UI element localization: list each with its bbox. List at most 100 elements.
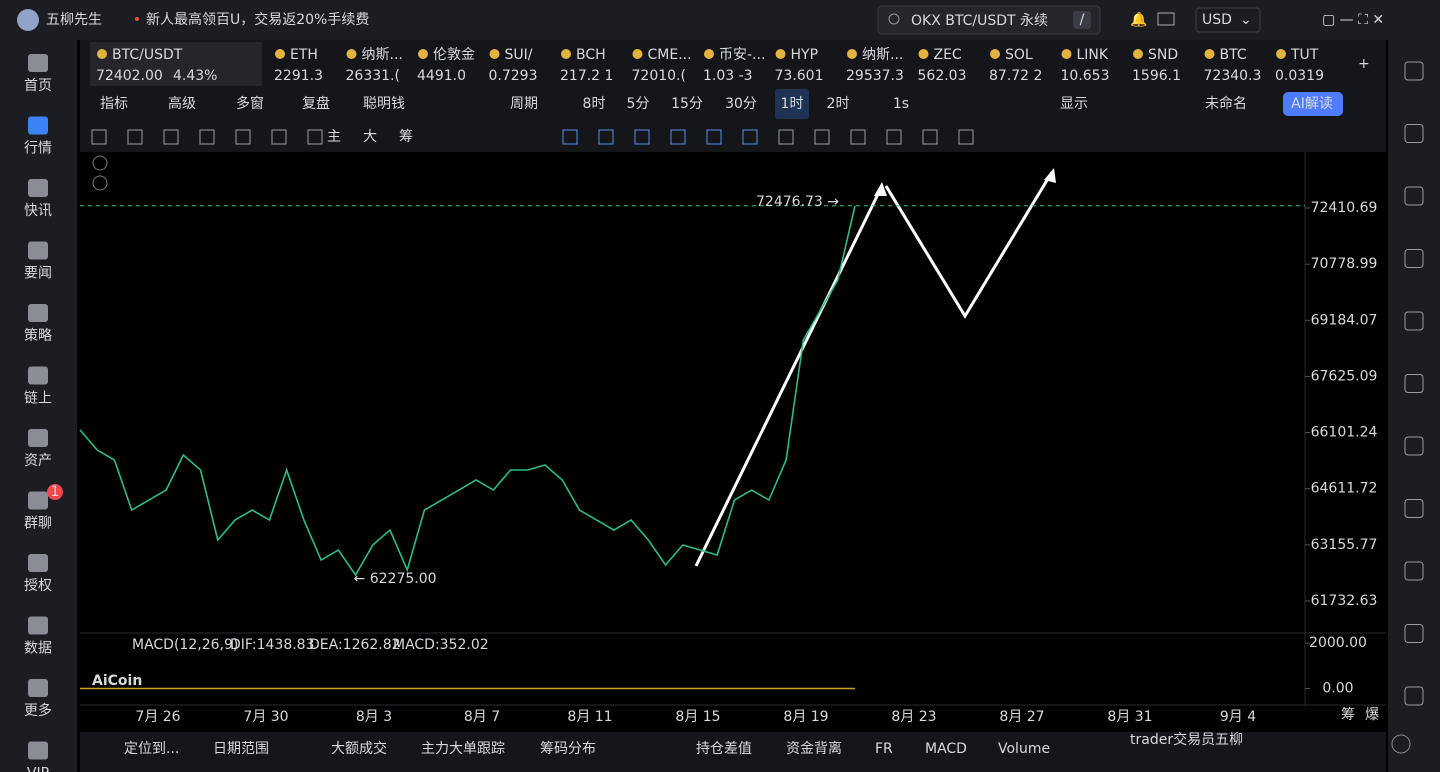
toolbar-item[interactable]: 5分 bbox=[627, 96, 650, 112]
ticker-price[interactable]: 217.2 1 bbox=[560, 68, 613, 84]
draw-icon[interactable] bbox=[127, 129, 143, 145]
expand-btn[interactable] bbox=[92, 155, 108, 171]
bottom-item[interactable]: 大额成交 bbox=[331, 740, 387, 757]
nav-icon[interactable] bbox=[28, 491, 48, 510]
ticker-name[interactable]: ZEC bbox=[934, 47, 962, 63]
ticker-price[interactable]: 73.601 bbox=[775, 68, 824, 84]
bottom-item[interactable]: 持仓差值 bbox=[696, 741, 752, 757]
ticker-name[interactable]: BTC bbox=[1220, 47, 1247, 63]
draw-icon[interactable] bbox=[163, 129, 179, 145]
nav-icon[interactable] bbox=[28, 304, 48, 322]
bottom-item[interactable]: 日期范围 bbox=[213, 740, 269, 757]
draw-tool[interactable]: 大 bbox=[363, 129, 377, 145]
ticker-name[interactable]: 纳斯... bbox=[362, 47, 403, 63]
tool-icon[interactable] bbox=[1404, 124, 1424, 143]
ticker-name[interactable]: SOL bbox=[1005, 47, 1033, 63]
ticker-name[interactable]: CME... bbox=[648, 47, 692, 63]
tool-icon[interactable] bbox=[1404, 61, 1424, 81]
ticker-price[interactable]: 1596.1 bbox=[1132, 68, 1181, 84]
nav-icon[interactable] bbox=[28, 616, 48, 635]
nav-icon[interactable] bbox=[28, 679, 48, 697]
window-controls[interactable]: ▢ — ⛶ ✕ bbox=[1322, 12, 1384, 28]
ticker-name[interactable]: 伦敦金 bbox=[433, 47, 475, 63]
draw-icon[interactable] bbox=[91, 129, 107, 145]
notice[interactable]: 新人最高领百U，交易返20%手续费 bbox=[146, 11, 369, 28]
bell[interactable]: 🔔 bbox=[1130, 11, 1147, 28]
ticker-name[interactable]: HYP bbox=[791, 47, 819, 63]
nav-icon[interactable] bbox=[28, 116, 48, 135]
tool-icon[interactable] bbox=[1404, 499, 1424, 518]
ticker-price[interactable]: 2291.3 bbox=[274, 68, 323, 84]
toolbar-item[interactable]: 指标 bbox=[100, 96, 128, 112]
bottom-item[interactable]: MACD bbox=[925, 741, 967, 757]
nav-label[interactable]: 更多 bbox=[24, 702, 52, 719]
nav-label[interactable]: VIP bbox=[27, 766, 49, 772]
draw-icon[interactable] bbox=[850, 129, 866, 145]
ticker-name[interactable]: BCH bbox=[576, 47, 606, 63]
ticker-price[interactable]: 72010.( bbox=[632, 68, 686, 84]
nav-label[interactable]: 授权 bbox=[24, 578, 52, 594]
draw-icon[interactable] bbox=[271, 129, 287, 145]
ai-btn[interactable] bbox=[1283, 92, 1343, 116]
ticker-price[interactable]: 72340.3 bbox=[1204, 68, 1262, 84]
draw-icon[interactable] bbox=[814, 129, 830, 145]
bottom-item[interactable]: 资金背离 bbox=[786, 740, 842, 757]
draw-icon[interactable] bbox=[598, 129, 614, 145]
bottom-item[interactable]: Volume bbox=[998, 741, 1050, 757]
ticker-price[interactable]: 10.653 bbox=[1061, 68, 1110, 84]
nav-icon[interactable] bbox=[28, 54, 48, 72]
tool-icon[interactable] bbox=[1404, 311, 1424, 331]
ticker-price[interactable]: 4491.0 bbox=[417, 68, 466, 84]
draw-tool[interactable]: 筹 bbox=[399, 128, 413, 145]
toolbar-item[interactable]: AI解读 bbox=[1291, 95, 1333, 112]
bottom-item[interactable]: 定位到... bbox=[124, 741, 179, 757]
ticker-name[interactable]: ETH bbox=[290, 47, 318, 63]
currency-select[interactable] bbox=[1195, 7, 1261, 33]
nav-label[interactable]: 资产 bbox=[24, 453, 52, 469]
tool-icon[interactable] bbox=[1404, 561, 1424, 581]
draw-icon[interactable] bbox=[307, 129, 323, 145]
nav-icon[interactable] bbox=[28, 554, 48, 572]
nav-label[interactable]: 策略 bbox=[24, 327, 52, 344]
toolbar-item[interactable]: 高级 bbox=[168, 95, 196, 112]
add-tab[interactable]: + bbox=[1358, 56, 1370, 72]
tool-icon[interactable] bbox=[1404, 686, 1424, 706]
toolbar-item[interactable]: 1s bbox=[893, 96, 909, 112]
bottom-item[interactable]: FR bbox=[875, 741, 893, 757]
nav-label[interactable]: 链上 bbox=[24, 391, 52, 407]
bottom-item[interactable]: 筹码分布 bbox=[540, 740, 596, 757]
draw-tool[interactable]: 主 bbox=[327, 129, 341, 145]
ticker-name[interactable]: SUI/ bbox=[505, 47, 533, 63]
expand-btn[interactable] bbox=[92, 175, 108, 191]
draw-icon[interactable] bbox=[742, 129, 758, 145]
toolbar-item[interactable]: 30分 bbox=[725, 96, 757, 112]
draw-icon[interactable] bbox=[922, 129, 938, 145]
tool-icon[interactable] bbox=[1404, 374, 1424, 393]
toolbar-item[interactable]: 聪明钱 bbox=[363, 96, 405, 112]
nav-label[interactable]: 数据 bbox=[24, 641, 52, 657]
ticker-price[interactable]: 0.7293 bbox=[489, 68, 538, 84]
ticker-price[interactable]: 26331.( bbox=[346, 68, 400, 84]
ticker-price[interactable]: 1.03 -3 bbox=[703, 68, 753, 84]
tool-icon[interactable] bbox=[1404, 249, 1424, 268]
ticker-price[interactable]: 72402.00 bbox=[96, 68, 163, 84]
search-box[interactable] bbox=[877, 5, 1101, 35]
toolbar-item[interactable]: 复盘 bbox=[302, 95, 330, 112]
toolbar-item[interactable]: 1时 bbox=[781, 96, 804, 112]
nav-label[interactable]: 要闻 bbox=[24, 266, 52, 282]
draw-icon[interactable] bbox=[634, 129, 650, 145]
ticker-name[interactable]: BTC/USDT bbox=[112, 47, 183, 63]
ticker-name[interactable]: LINK bbox=[1077, 47, 1109, 63]
ticker-name[interactable]: TUT bbox=[1290, 47, 1319, 63]
toolbar-item[interactable]: 未命名 bbox=[1205, 95, 1247, 112]
help-icon[interactable] bbox=[1391, 734, 1411, 754]
ticker-price[interactable]: 0.0319 bbox=[1275, 68, 1324, 84]
draw-icon[interactable] bbox=[886, 129, 902, 145]
toolbar-item[interactable]: 15分 bbox=[671, 96, 703, 112]
ticker-price[interactable]: 562.03 bbox=[918, 68, 967, 84]
toolbar-item[interactable]: 8时 bbox=[583, 96, 606, 112]
nav-icon[interactable] bbox=[28, 741, 48, 760]
ticker-name[interactable]: 纳斯... bbox=[862, 47, 903, 63]
draw-icon[interactable] bbox=[199, 129, 215, 145]
toolbar-item[interactable]: 周期 bbox=[510, 96, 538, 112]
